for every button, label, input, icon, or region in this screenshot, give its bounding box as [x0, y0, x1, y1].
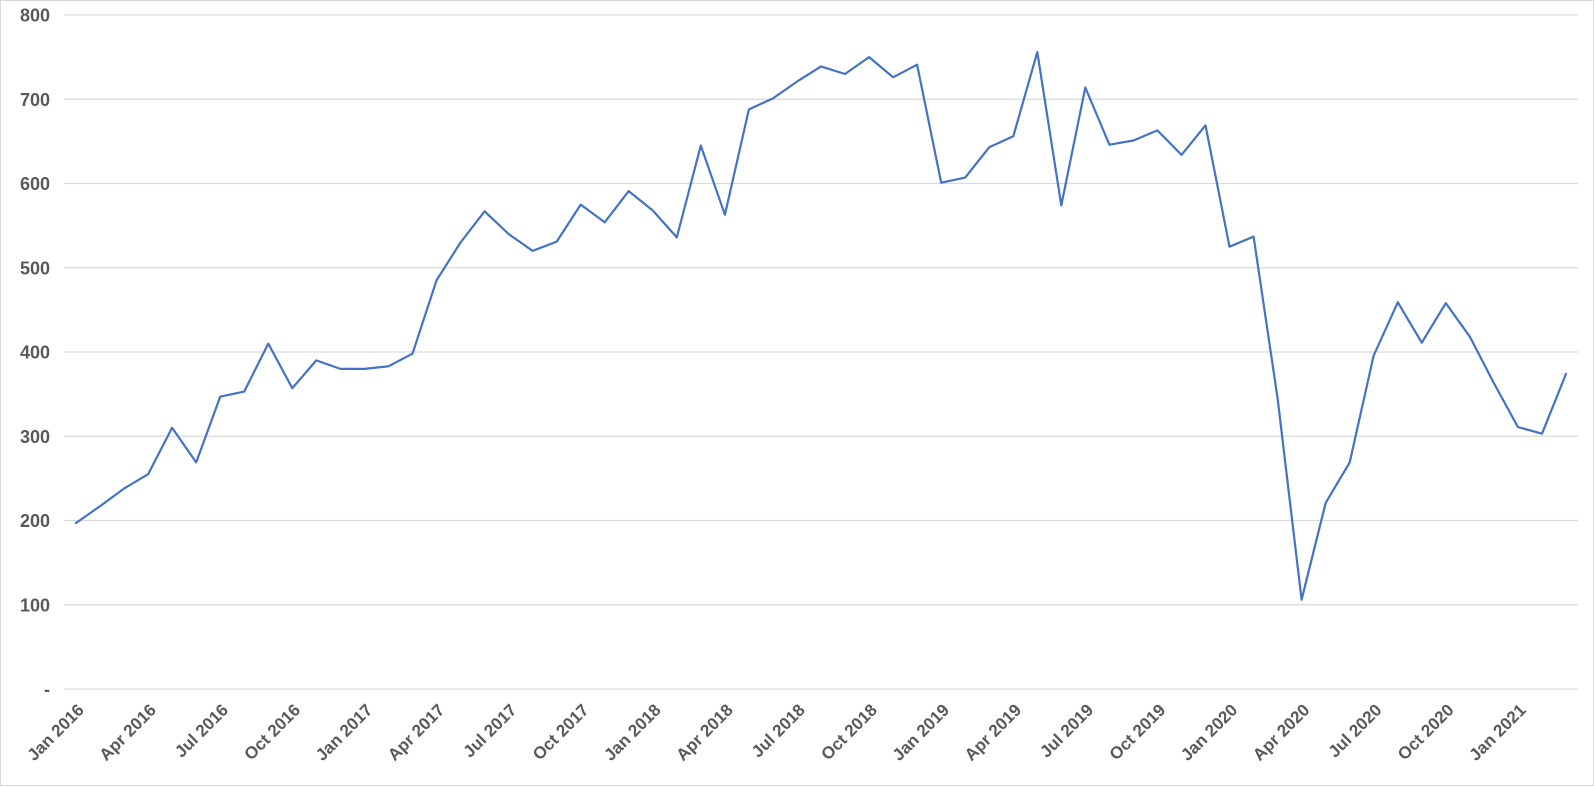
x-axis-tick-label: Jan 2019: [889, 700, 953, 764]
x-axis-tick-label: Jul 2017: [460, 700, 521, 761]
y-axis-tick-label: 800: [20, 6, 50, 26]
series-line-group: [74, 50, 1568, 601]
x-axis-tick-label: Jul 2020: [1325, 700, 1386, 761]
x-axis-tick-label: Oct 2016: [241, 700, 305, 764]
x-axis-tick-label: Oct 2019: [1106, 700, 1170, 764]
y-axis-tick-label: -: [44, 680, 50, 700]
x-axis-tick-label: Jan 2021: [1465, 700, 1529, 764]
y-axis-tick-label: 400: [20, 343, 50, 363]
x-axis-tick-label: Oct 2018: [817, 700, 881, 764]
y-axis-tick-label: 100: [20, 595, 50, 615]
y-axis-tick-label: 700: [20, 90, 50, 110]
x-axis-tick-label: Jan 2017: [312, 700, 376, 764]
y-axis-tick-label: 200: [20, 511, 50, 531]
y-axis-tick-label: 600: [20, 174, 50, 194]
gridlines: [64, 14, 1578, 690]
x-axis-tick-label: Jan 2018: [600, 700, 664, 764]
x-axis-tick-label: Oct 2020: [1394, 700, 1458, 764]
y-axis-tick-label: 300: [20, 427, 50, 447]
y-axis-labels: - 100 200 300 400 500 600 700 800: [20, 6, 50, 700]
x-axis-tick-label: Jan 2016: [24, 700, 88, 764]
x-axis-tick-label: Apr 2020: [1249, 700, 1313, 764]
x-axis-tick-label: Jul 2018: [748, 700, 809, 761]
x-axis-tick-label: Jan 2020: [1177, 700, 1241, 764]
x-axis-tick-label: Jul 2016: [171, 700, 232, 761]
x-axis-tick-label: Oct 2017: [529, 700, 593, 764]
y-axis-tick-label: 500: [20, 258, 50, 278]
x-axis-tick-label: Apr 2016: [96, 700, 160, 764]
x-axis-tick-label: Apr 2019: [961, 700, 1025, 764]
series-line: [74, 50, 1568, 601]
x-axis-tick-label: Apr 2018: [673, 700, 737, 764]
x-axis-labels: Jan 2016 Apr 2016 Jul 2016 Oct 2016 Jan 2017…: [24, 700, 1530, 764]
x-axis-tick-label: Jul 2019: [1036, 700, 1097, 761]
x-axis-tick-label: Apr 2017: [384, 700, 448, 764]
